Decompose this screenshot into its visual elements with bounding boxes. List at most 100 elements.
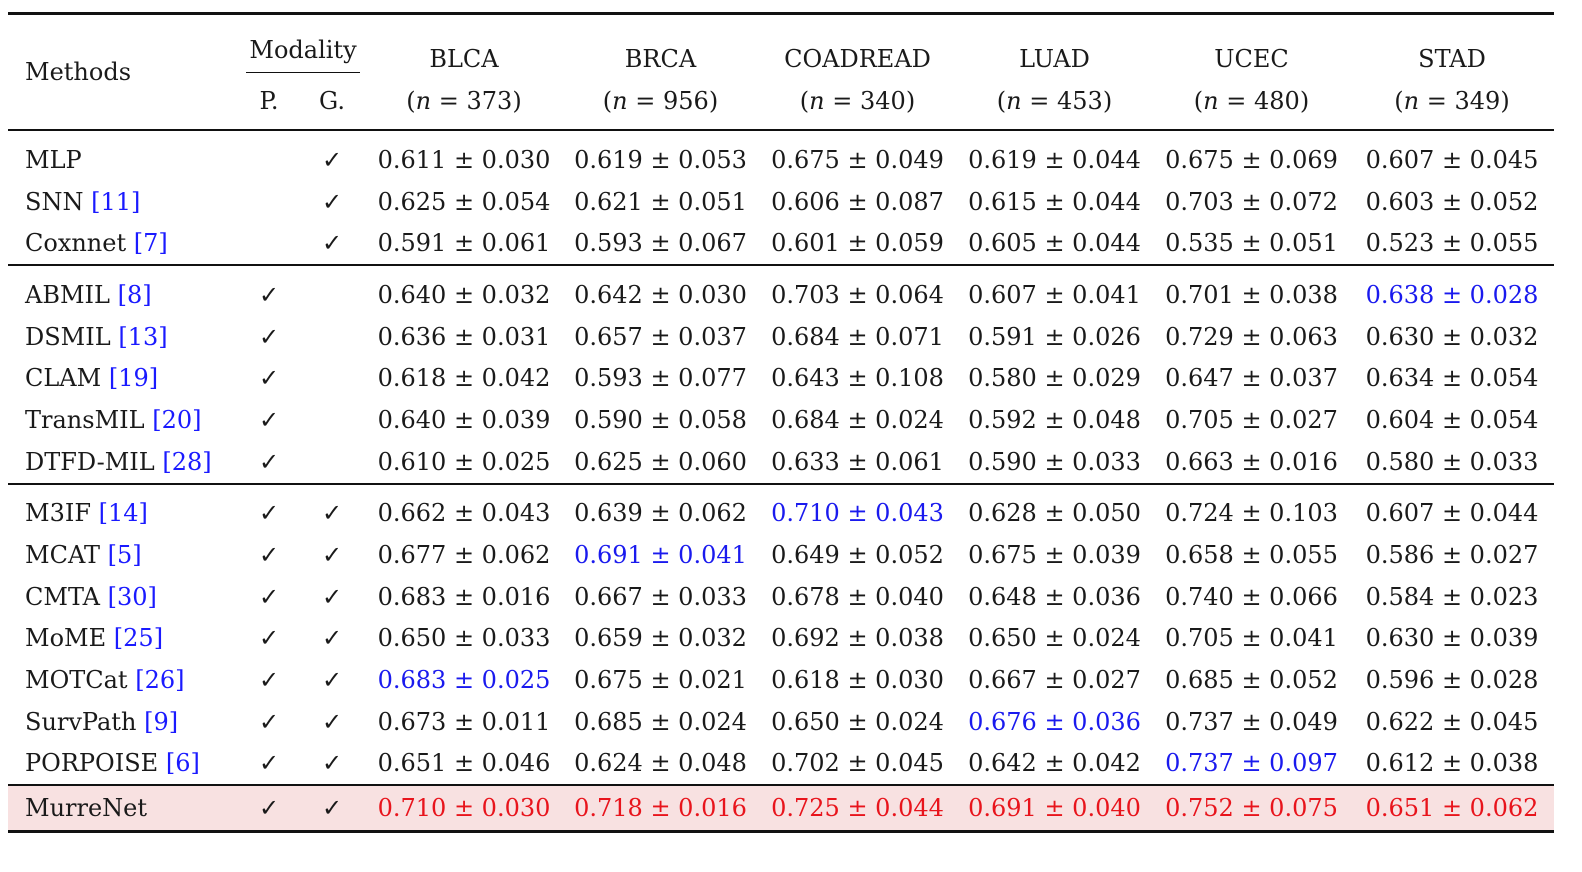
pathology-check: ✓ xyxy=(258,280,280,309)
cindex-value: 0.663 ± 0.016 xyxy=(1165,447,1338,476)
cindex-value: 0.601 ± 0.059 xyxy=(771,229,944,258)
cindex-value: 0.625 ± 0.060 xyxy=(574,447,747,476)
citation-link[interactable]: [11] xyxy=(91,187,141,216)
citation-link[interactable]: [7] xyxy=(133,229,168,258)
cindex-value: 0.648 ± 0.036 xyxy=(968,582,1141,611)
citation-link[interactable]: [20] xyxy=(152,405,202,434)
cindex-value: 0.640 ± 0.032 xyxy=(377,280,551,309)
table-row: MCAT [5] ✓ ✓ 0.677 ± 0.062 0.691 ± 0.041 0.64… xyxy=(8,534,1554,576)
citation-link[interactable]: [28] xyxy=(162,447,212,476)
cindex-value: 0.643 ± 0.108 xyxy=(771,364,944,393)
citation-link[interactable]: [5] xyxy=(107,541,142,570)
citation-link[interactable]: [14] xyxy=(98,499,148,528)
citation-number: 25 xyxy=(123,624,154,653)
genomics-check xyxy=(298,265,366,316)
citation-link[interactable]: [9] xyxy=(144,707,179,736)
method-name-cell: CLAM [19] xyxy=(8,357,240,399)
results-table: Methods Modality BLCA BRCA COADREAD LUAD… xyxy=(8,12,1554,833)
citation-number: 6 xyxy=(175,749,191,778)
cindex-value: 0.592 ± 0.048 xyxy=(968,405,1141,434)
dataset-header-ucec: UCEC xyxy=(1214,45,1289,73)
cindex-value: 0.724 ± 0.103 xyxy=(1165,499,1338,528)
cindex-value: 0.729 ± 0.063 xyxy=(1165,322,1338,351)
citation-link[interactable]: [8] xyxy=(117,280,152,309)
cindex-value: 0.618 ± 0.030 xyxy=(771,666,944,695)
cindex-value: 0.523 ± 0.055 xyxy=(1365,229,1539,258)
cindex-value: 0.667 ± 0.027 xyxy=(968,666,1141,695)
cindex-value: 0.630 ± 0.039 xyxy=(1365,624,1539,653)
cindex-value: 0.590 ± 0.058 xyxy=(574,405,747,434)
dataset-header-stad: STAD xyxy=(1418,45,1486,73)
citation-number: 19 xyxy=(118,364,149,393)
citation-number: 14 xyxy=(108,499,139,528)
cindex-value: 0.703 ± 0.072 xyxy=(1165,187,1338,216)
citation-link[interactable]: [6] xyxy=(165,749,200,778)
method-name: CLAM xyxy=(25,364,102,393)
cindex-value: 0.591 ± 0.026 xyxy=(968,322,1141,351)
table-row: MLP ✓ 0.611 ± 0.030 0.619 ± 0.053 0.675 ± 0.… xyxy=(8,130,1554,181)
table-row: PORPOISE [6] ✓ ✓ 0.651 ± 0.046 0.624 ± 0.048… xyxy=(8,743,1554,786)
citation-link[interactable]: [30] xyxy=(107,582,157,611)
cindex-value: 0.650 ± 0.024 xyxy=(771,707,944,736)
cindex-value: 0.584 ± 0.023 xyxy=(1365,582,1539,611)
modality-label: Modality xyxy=(246,36,360,73)
pathology-check: ✓ xyxy=(258,749,280,778)
cindex-value: 0.633 ± 0.061 xyxy=(771,447,944,476)
method-name-cell: PORPOISE [6] xyxy=(8,743,240,786)
pathology-check xyxy=(240,222,298,265)
table-row: M3IF [14] ✓ ✓ 0.662 ± 0.043 0.639 ± 0.062 0.7… xyxy=(8,483,1554,535)
citation-link[interactable]: [19] xyxy=(108,364,159,393)
cindex-value: 0.591 ± 0.061 xyxy=(377,229,551,258)
method-name: MOTCat xyxy=(25,666,128,695)
cindex-value: 0.658 ± 0.055 xyxy=(1165,541,1338,570)
modality-pathology-label: P. xyxy=(259,87,279,115)
method-name: ABMIL xyxy=(25,280,110,309)
pathology-check: ✓ xyxy=(240,785,298,832)
cindex-value: 0.628 ± 0.050 xyxy=(968,499,1141,528)
dataset-header-brca: BRCA xyxy=(624,45,697,73)
citation-link[interactable]: [13] xyxy=(118,322,168,351)
genomics-check: ✓ xyxy=(321,229,343,258)
citation-number: 8 xyxy=(126,280,143,309)
cindex-value: 0.639 ± 0.062 xyxy=(574,499,747,528)
cindex-value: 0.596 ± 0.028 xyxy=(1365,666,1539,695)
cindex-value-best: 0.718 ± 0.016 xyxy=(562,785,759,832)
genomics-check xyxy=(298,357,366,399)
table-row: DSMIL [13] ✓ 0.636 ± 0.031 0.657 ± 0.037 0.6… xyxy=(8,316,1554,358)
citation-link[interactable]: [25] xyxy=(113,624,164,653)
method-name: MCAT xyxy=(25,541,100,570)
pathology-check: ✓ xyxy=(258,624,280,653)
sample-count-ucec: (n = 480) xyxy=(1193,87,1310,115)
pathology-check: ✓ xyxy=(258,499,280,528)
genomics-check: ✓ xyxy=(321,187,343,216)
cindex-value: 0.685 ± 0.024 xyxy=(574,707,747,736)
cindex-value: 0.640 ± 0.039 xyxy=(377,405,551,434)
genomics-check: ✓ xyxy=(321,749,343,778)
cindex-value: 0.580 ± 0.033 xyxy=(1365,447,1539,476)
genomics-check: ✓ xyxy=(321,541,343,570)
method-name: SurvPath xyxy=(25,707,137,736)
cindex-value: 0.657 ± 0.037 xyxy=(574,322,747,351)
cindex-value: 0.673 ± 0.011 xyxy=(377,707,551,736)
method-name-cell: MoME [25] xyxy=(8,618,240,660)
citation-number: 30 xyxy=(116,582,148,611)
cindex-value-best: 0.725 ± 0.044 xyxy=(759,785,956,832)
table-row: CMTA [30] ✓ ✓ 0.683 ± 0.016 0.667 ± 0.033 0.6… xyxy=(8,576,1554,618)
citation-link[interactable]: [26] xyxy=(135,666,185,695)
cindex-value: 0.535 ± 0.051 xyxy=(1165,229,1338,258)
cindex-value: 0.625 ± 0.054 xyxy=(377,187,551,216)
ours-method-name: MurreNet xyxy=(8,785,240,832)
method-name-cell: DTFD-MIL [28] xyxy=(8,441,240,484)
cindex-value: 0.606 ± 0.087 xyxy=(771,187,944,216)
cindex-value: 0.607 ± 0.041 xyxy=(968,280,1141,309)
method-name-cell: TransMIL [20] xyxy=(8,399,240,441)
genomics-check xyxy=(298,399,366,441)
genomics-check: ✓ xyxy=(321,145,343,174)
genomics-check xyxy=(298,441,366,484)
cindex-value: 0.586 ± 0.027 xyxy=(1365,541,1539,570)
cindex-value: 0.615 ± 0.044 xyxy=(968,187,1141,216)
pathology-check xyxy=(240,130,298,181)
table-row: SNN [11] ✓ 0.625 ± 0.054 0.621 ± 0.051 0.606… xyxy=(8,181,1554,223)
table-row: SurvPath [9] ✓ ✓ 0.673 ± 0.011 0.685 ± 0.024… xyxy=(8,701,1554,743)
method-name: DTFD-MIL xyxy=(25,447,155,476)
